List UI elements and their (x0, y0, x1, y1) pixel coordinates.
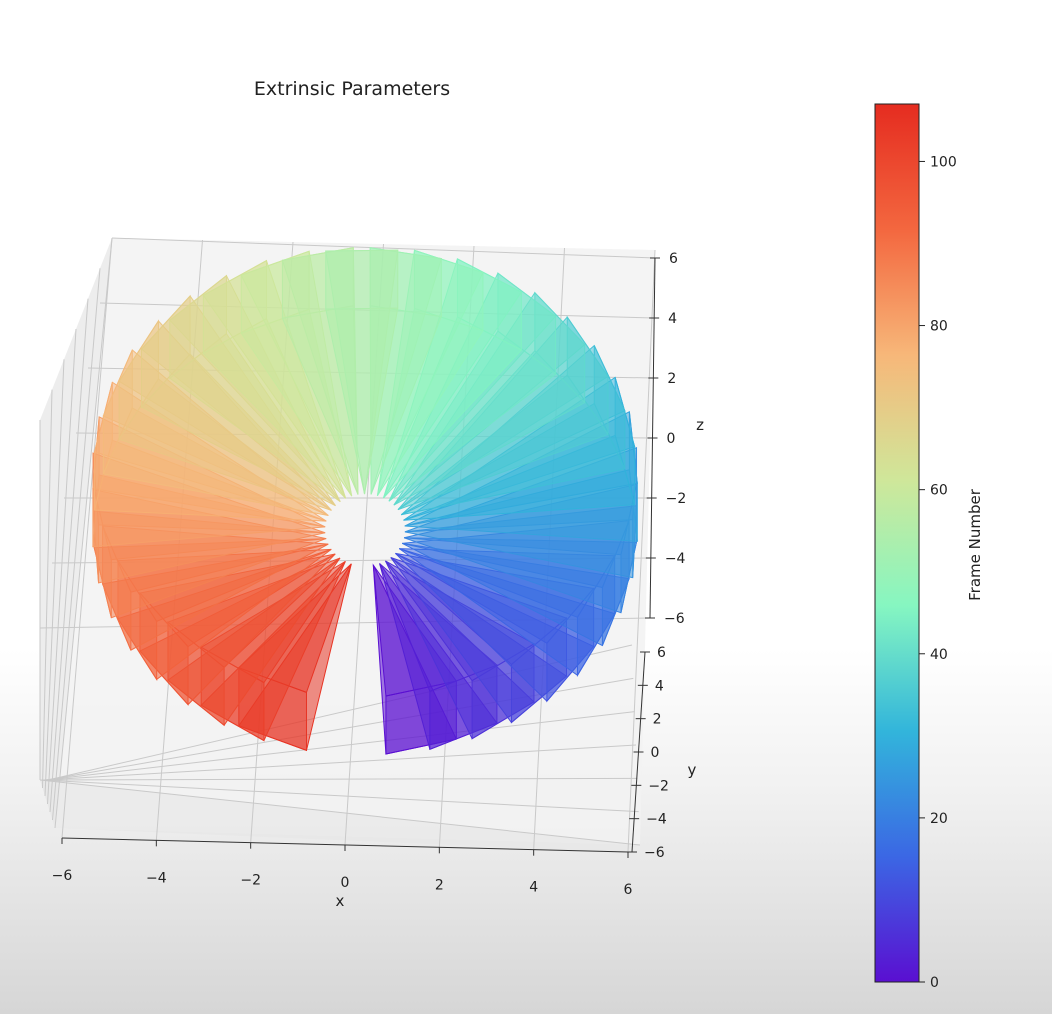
z-tick-label: −6 (664, 611, 685, 627)
chart-title: Extrinsic Parameters (254, 78, 450, 100)
x-tick-label: −4 (146, 870, 167, 886)
y-tick-label: 4 (655, 678, 664, 694)
z-axis-label: z (696, 416, 704, 434)
y-tick-label: 6 (657, 645, 666, 661)
x-axis-label: x (336, 892, 345, 910)
x-tick-label: 2 (435, 877, 444, 893)
y-tick-label: 2 (653, 712, 662, 728)
z-tick-label: −4 (665, 551, 686, 567)
grid-line (47, 328, 77, 805)
z-tick-label: −2 (666, 491, 687, 507)
grid-line (44, 359, 65, 797)
colorbar-tick-label: 40 (930, 647, 948, 663)
colorbar-tick-label: 80 (930, 319, 948, 335)
grid-line (627, 249, 656, 853)
z-tick-label: 6 (669, 251, 678, 267)
x-tick-label: 4 (529, 880, 538, 896)
colorbar-label: Frame Number (966, 488, 984, 601)
z-axis-ticks: 6 4 2 0 −2 −4 −6 (645, 251, 686, 627)
left-pane (40, 238, 112, 828)
y-axis-label: y (688, 761, 697, 779)
colorbar-scale (874, 103, 920, 983)
x-tick-label: −2 (240, 873, 261, 889)
grid-line (39, 779, 641, 846)
grid-line (49, 298, 89, 813)
colorbar-tick-label: 60 (930, 483, 948, 499)
camera-pyramid (325, 249, 399, 495)
y-tick-label: 0 (651, 745, 660, 761)
colorbar-tick-label: 20 (930, 811, 948, 827)
colorbar-tick-label: 100 (930, 154, 957, 170)
camera-pyramids (92, 247, 638, 755)
grid-line (45, 711, 635, 781)
y-axis-ticks: 6 4 2 0 −2 −4 −6 (627, 645, 669, 861)
colorbar-ticks: 0 20 40 60 80 100 (919, 154, 957, 991)
grid-line (111, 237, 656, 259)
floor-pane (40, 780, 640, 852)
x-tick-label: 0 (341, 875, 350, 891)
x-tick-label: 6 (624, 882, 633, 898)
x-axis-ticks: −6 −4 −2 0 2 4 6 (52, 838, 633, 898)
grid-line (42, 777, 638, 781)
grid-line (61, 237, 113, 839)
grid-line (42, 389, 53, 789)
y-tick-label: −2 (648, 778, 669, 794)
grid-line (43, 744, 637, 781)
y-tick-label: −4 (646, 812, 667, 828)
axes-3d: −6 −4 −2 0 2 4 6 6 4 2 0 −2 −4 −6 6 4 2 0 −2 −4 −6 x y z (39, 237, 704, 910)
z-tick-label: 0 (667, 431, 676, 447)
x-tick-label: −6 (52, 868, 73, 884)
y-tick-label: −6 (644, 845, 665, 861)
colorbar-tick-label: 0 (930, 975, 939, 991)
pyramid-base (325, 249, 399, 310)
grid-line (41, 779, 639, 813)
grid-line (54, 237, 113, 829)
z-tick-label: 4 (668, 311, 677, 327)
z-tick-label: 2 (667, 371, 676, 387)
colorbar: 0 20 40 60 80 100 Frame Number (874, 103, 984, 991)
grid-line (52, 268, 101, 821)
